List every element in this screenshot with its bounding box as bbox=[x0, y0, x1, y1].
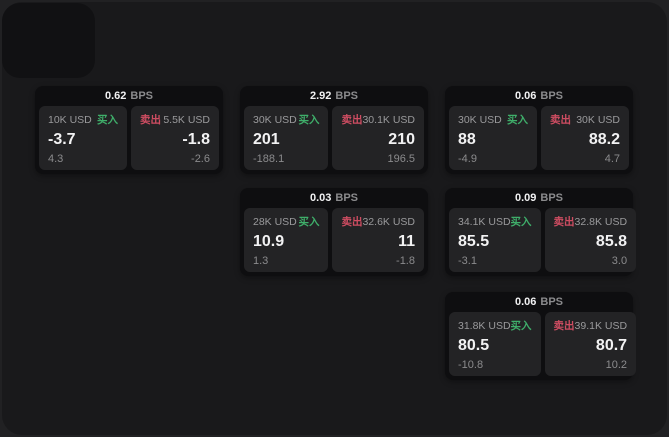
buy-quote-panel[interactable]: 34.1K USD 买入 85.5 -3.1 bbox=[449, 208, 541, 272]
sell-delta: 196.5 bbox=[387, 153, 415, 165]
bps-header: 0.62 BPS bbox=[39, 86, 219, 106]
quote-card: 0.06 BPS 30K USD 买入 88 -4.9 卖出 30K USD 8… bbox=[445, 86, 633, 174]
sell-price: 80.7 bbox=[595, 337, 628, 355]
sell-price: -1.8 bbox=[182, 131, 210, 149]
quote-card: 0.09 BPS 34.1K USD 买入 85.5 -3.1 卖出 32.8K… bbox=[445, 188, 637, 276]
bps-header: 0.03 BPS bbox=[244, 188, 424, 208]
bps-value: 0.03 bbox=[309, 192, 332, 204]
sell-side-label: 卖出 bbox=[341, 114, 363, 126]
buy-amount: 30K USD bbox=[253, 113, 297, 126]
sell-side-label: 卖出 bbox=[550, 114, 571, 126]
buy-side-label: 买入 bbox=[298, 216, 320, 228]
buy-amount: 34.1K USD bbox=[458, 215, 511, 228]
buy-quote-panel[interactable]: 28K USD 买入 10.9 1.3 bbox=[244, 208, 329, 272]
sell-delta: 4.7 bbox=[604, 153, 620, 165]
bps-header: 0.06 BPS bbox=[449, 292, 629, 312]
sell-price: 85.8 bbox=[595, 233, 628, 251]
buy-delta: 4.3 bbox=[48, 153, 64, 165]
bps-unit-label: BPS bbox=[335, 90, 359, 102]
sell-amount: 32.6K USD bbox=[362, 215, 415, 228]
sell-quote-panel[interactable]: 卖出 30.1K USD 210 196.5 bbox=[332, 106, 424, 170]
sell-amount: 39.1K USD bbox=[574, 319, 628, 332]
sell-amount: 32.8K USD bbox=[574, 215, 628, 228]
buy-amount: 10K USD bbox=[48, 113, 92, 126]
sell-quote-panel[interactable]: 卖出 30K USD 88.2 4.7 bbox=[541, 106, 629, 170]
sell-amount: 30.1K USD bbox=[362, 113, 415, 126]
bps-unit-label: BPS bbox=[540, 192, 564, 204]
buy-amount: 30K USD bbox=[458, 113, 502, 126]
sell-side-label: 卖出 bbox=[140, 114, 161, 126]
buy-side-label: 买入 bbox=[507, 114, 528, 126]
sell-quote-panel[interactable]: 卖出 39.1K USD 80.7 10.2 bbox=[544, 312, 637, 376]
buy-quote-panel[interactable]: 10K USD 买入 -3.7 4.3 bbox=[39, 106, 127, 170]
sell-amount: 30K USD bbox=[576, 113, 620, 126]
quote-card: 0.62 BPS 10K USD 买入 -3.7 4.3 卖出 5.5K USD… bbox=[35, 86, 223, 174]
buy-price: 85.5 bbox=[458, 233, 490, 251]
corner-panel bbox=[2, 3, 95, 78]
buy-side-label: 买入 bbox=[298, 114, 320, 126]
buy-delta: -188.1 bbox=[253, 153, 285, 165]
quote-card: 2.92 BPS 30K USD 买入 201 -188.1 卖出 30.1K … bbox=[240, 86, 428, 174]
buy-price: 88 bbox=[458, 131, 476, 149]
sell-delta: 10.2 bbox=[605, 359, 628, 371]
sell-price: 11 bbox=[398, 233, 415, 251]
bps-value: 0.62 bbox=[104, 90, 127, 102]
buy-delta: 1.3 bbox=[253, 255, 269, 267]
quote-card: 0.03 BPS 28K USD 买入 10.9 1.3 卖出 32.6K US… bbox=[240, 188, 428, 276]
bps-value: 0.06 bbox=[514, 296, 537, 308]
bps-header: 0.09 BPS bbox=[449, 188, 629, 208]
buy-price: 10.9 bbox=[253, 233, 285, 251]
buy-delta: -3.1 bbox=[458, 255, 477, 267]
bps-unit-label: BPS bbox=[335, 192, 359, 204]
sell-quote-panel[interactable]: 卖出 32.6K USD 11 -1.8 bbox=[332, 208, 424, 272]
sell-side-label: 卖出 bbox=[341, 216, 363, 228]
sell-quote-panel[interactable]: 卖出 5.5K USD -1.8 -2.6 bbox=[131, 106, 219, 170]
sell-delta: -1.8 bbox=[396, 255, 415, 267]
sell-delta: 3.0 bbox=[611, 255, 628, 267]
buy-price: 201 bbox=[253, 131, 280, 149]
sell-price: 88.2 bbox=[588, 131, 620, 149]
bps-unit-label: BPS bbox=[130, 90, 154, 102]
bps-header: 0.06 BPS bbox=[449, 86, 629, 106]
buy-quote-panel[interactable]: 31.8K USD 买入 80.5 -10.8 bbox=[449, 312, 541, 376]
sell-side-label: 卖出 bbox=[553, 216, 575, 228]
buy-amount: 31.8K USD bbox=[458, 319, 511, 332]
buy-delta: -4.9 bbox=[458, 153, 477, 165]
buy-amount: 28K USD bbox=[253, 215, 297, 228]
buy-delta: -10.8 bbox=[458, 359, 484, 371]
buy-price: -3.7 bbox=[48, 131, 76, 149]
sell-amount: 5.5K USD bbox=[163, 113, 210, 126]
buy-side-label: 买入 bbox=[97, 114, 118, 126]
bps-value: 0.09 bbox=[514, 192, 537, 204]
bps-header: 2.92 BPS bbox=[244, 86, 424, 106]
buy-price: 80.5 bbox=[458, 337, 490, 355]
sell-price: 210 bbox=[388, 131, 415, 149]
bps-unit-label: BPS bbox=[540, 90, 564, 102]
bps-value: 2.92 bbox=[309, 90, 332, 102]
sell-delta: -2.6 bbox=[191, 153, 210, 165]
bps-unit-label: BPS bbox=[540, 296, 564, 308]
quote-card: 0.06 BPS 31.8K USD 买入 80.5 -10.8 卖出 39.1… bbox=[445, 292, 637, 380]
bps-value: 0.06 bbox=[514, 90, 537, 102]
buy-side-label: 买入 bbox=[510, 320, 532, 332]
sell-quote-panel[interactable]: 卖出 32.8K USD 85.8 3.0 bbox=[544, 208, 637, 272]
buy-quote-panel[interactable]: 30K USD 买入 88 -4.9 bbox=[449, 106, 537, 170]
buy-side-label: 买入 bbox=[510, 216, 532, 228]
sell-side-label: 卖出 bbox=[553, 320, 575, 332]
buy-quote-panel[interactable]: 30K USD 买入 201 -188.1 bbox=[244, 106, 329, 170]
